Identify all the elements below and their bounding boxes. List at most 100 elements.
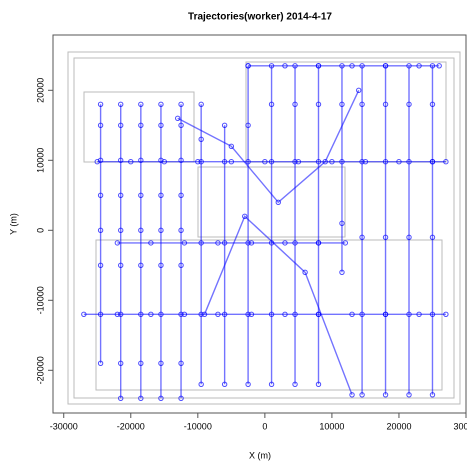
trajectory-point bbox=[114, 311, 121, 317]
trajectory-point bbox=[81, 311, 87, 317]
x-tick-label: 10000 bbox=[319, 421, 344, 431]
x-tick-label: 20000 bbox=[386, 421, 411, 431]
trajectory-point bbox=[339, 63, 345, 69]
trajectory-point bbox=[128, 159, 134, 165]
trajectory-point bbox=[138, 227, 144, 234]
trajectory-point bbox=[175, 115, 181, 122]
x-axis-label: X (m) bbox=[249, 450, 271, 460]
trajectory-point bbox=[396, 159, 402, 165]
trajectory-point bbox=[406, 159, 412, 165]
trajectory-point bbox=[181, 311, 188, 317]
trajectory-point bbox=[148, 311, 154, 317]
trajectory-point bbox=[248, 311, 255, 317]
trajectory-point bbox=[198, 311, 204, 317]
trajectory-point bbox=[178, 157, 184, 164]
trajectory-point bbox=[275, 199, 281, 206]
trajectory-point bbox=[268, 159, 275, 165]
trajectory-point bbox=[406, 311, 412, 317]
trajectory-point bbox=[114, 240, 121, 246]
trajectory-point bbox=[118, 157, 124, 164]
trajectory-point bbox=[315, 381, 322, 387]
trajectory-point bbox=[406, 392, 412, 398]
trajectory-point bbox=[342, 240, 349, 246]
trajectory-point bbox=[245, 240, 251, 246]
trajectory-point bbox=[295, 159, 302, 165]
trajectory bbox=[177, 90, 360, 204]
trajectory-point bbox=[406, 234, 412, 241]
trajectory-point bbox=[198, 159, 204, 165]
trajectory-point bbox=[339, 220, 345, 227]
trajectory-point bbox=[195, 159, 201, 165]
trajectory-point bbox=[443, 311, 449, 317]
trajectory-point bbox=[242, 213, 248, 220]
trajectory-point bbox=[198, 101, 204, 108]
trajectory-point bbox=[245, 381, 251, 387]
trajectory-point bbox=[138, 360, 144, 366]
trajectory-point bbox=[221, 122, 228, 129]
trajectory-point bbox=[97, 227, 104, 234]
trajectory-point bbox=[359, 63, 365, 69]
trajectory-point bbox=[228, 143, 235, 150]
trajectory-point bbox=[349, 63, 355, 69]
trajectory-point bbox=[158, 227, 164, 234]
trajectory-point bbox=[282, 63, 288, 69]
floor-plan bbox=[67, 51, 461, 405]
trajectory-point bbox=[138, 122, 144, 129]
trajectory-point bbox=[178, 262, 184, 268]
trajectory-point bbox=[221, 159, 228, 165]
trajectory-point bbox=[436, 63, 442, 69]
trajectory-point bbox=[339, 269, 345, 275]
trajectory-point bbox=[118, 360, 124, 366]
trajectory-point bbox=[416, 311, 422, 317]
trajectory-point bbox=[292, 381, 298, 387]
trajectory-point bbox=[198, 136, 204, 143]
trajectory-point bbox=[138, 101, 144, 108]
trajectory-point bbox=[97, 311, 104, 317]
x-tick-label: 30000 bbox=[453, 421, 467, 431]
trajectory-point bbox=[268, 63, 275, 69]
trajectory-point bbox=[292, 311, 298, 317]
trajectory-point bbox=[198, 381, 204, 387]
trajectory-point bbox=[416, 63, 422, 69]
trajectory-point bbox=[362, 159, 369, 165]
trajectory-point bbox=[97, 360, 104, 366]
trajectory-point bbox=[228, 159, 235, 165]
trajectory-point bbox=[221, 311, 228, 317]
trajectory-point bbox=[382, 234, 389, 241]
y-axis-label: Y (m) bbox=[8, 213, 18, 235]
x-tick-label: -30000 bbox=[50, 421, 78, 431]
plot-frame bbox=[52, 34, 467, 414]
trajectory-point bbox=[118, 122, 124, 129]
trajectory-point bbox=[178, 101, 184, 108]
trajectory-point bbox=[118, 101, 124, 108]
trajectory-point bbox=[429, 63, 436, 69]
trajectory-point bbox=[97, 101, 104, 108]
x-tick-label: -10000 bbox=[184, 421, 212, 431]
chart-title: Trajectories(worker) 2014-4-17 bbox=[188, 12, 332, 23]
trajectory-point bbox=[315, 159, 322, 165]
trajectory-point bbox=[359, 101, 365, 108]
trajectory-point bbox=[118, 192, 124, 199]
trajectory-point bbox=[268, 381, 275, 387]
trajectory-point bbox=[245, 63, 251, 69]
trajectory-point bbox=[118, 395, 124, 401]
trajectory-point bbox=[382, 63, 389, 69]
trajectory-point bbox=[282, 240, 288, 246]
trajectory-point bbox=[292, 101, 298, 108]
trajectory-point bbox=[443, 159, 449, 165]
trajectory-point bbox=[359, 159, 365, 165]
trajectory-point bbox=[429, 311, 436, 317]
x-tick-label: 0 bbox=[262, 421, 267, 431]
trajectory-point bbox=[292, 63, 298, 69]
trajectory-point bbox=[292, 240, 298, 246]
trajectory-point bbox=[315, 101, 322, 108]
trajectory-point bbox=[215, 311, 221, 317]
trajectory-point bbox=[201, 311, 208, 317]
trajectory-point bbox=[315, 240, 322, 246]
trajectory-point bbox=[148, 240, 154, 246]
trajectory-point bbox=[429, 392, 436, 398]
trajectory-point bbox=[302, 269, 308, 275]
trajectory-point bbox=[406, 63, 412, 69]
trajectory-point bbox=[429, 101, 436, 108]
